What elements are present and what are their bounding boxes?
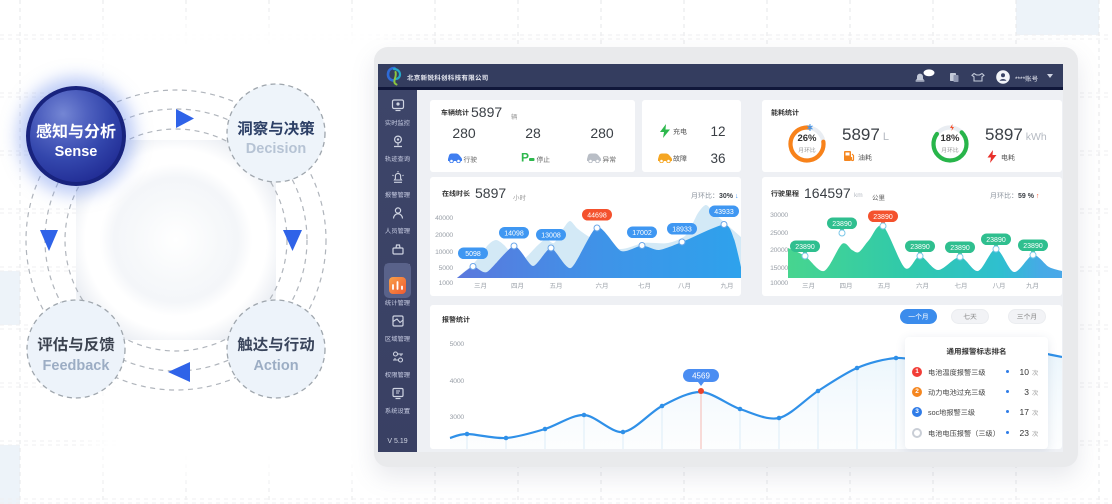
svg-text:43933: 43933 (714, 209, 734, 216)
svg-text:18933: 18933 (672, 227, 692, 234)
svg-text:17002: 17002 (632, 230, 652, 237)
svg-text:23890: 23890 (873, 214, 893, 221)
svg-text:23890: 23890 (950, 245, 970, 252)
svg-text:23890: 23890 (986, 237, 1006, 244)
svg-text:23890: 23890 (795, 244, 815, 251)
svg-text:23890: 23890 (910, 244, 930, 251)
svg-text:44698: 44698 (587, 213, 607, 220)
svg-text:P: P (521, 151, 529, 165)
svg-text:23890: 23890 (1023, 243, 1043, 250)
svg-text:14098: 14098 (504, 231, 524, 238)
svg-text:23890: 23890 (832, 221, 852, 228)
svg-text:13008: 13008 (541, 233, 561, 240)
svg-text:5098: 5098 (465, 251, 481, 258)
svg-text:4569: 4569 (692, 372, 710, 381)
